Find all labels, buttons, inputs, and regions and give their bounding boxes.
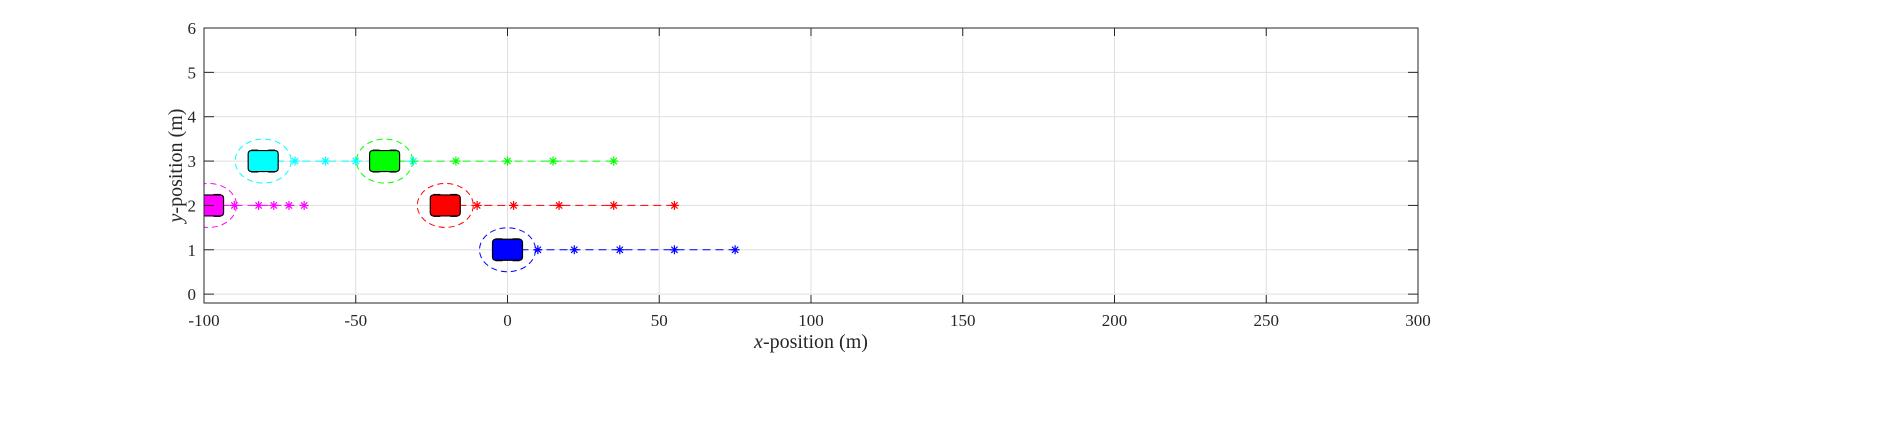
trajectory-point-green	[381, 156, 391, 166]
trajectory-point-red	[472, 200, 482, 210]
y-tick-label: 1	[188, 241, 197, 260]
x-tick-label: -100	[188, 311, 219, 330]
trajectory-point-blue	[569, 245, 579, 255]
trajectory-point-green	[503, 156, 512, 166]
vehicle-blue	[479, 227, 740, 273]
trajectory-point-green	[609, 156, 619, 166]
trajectory-point-blue	[730, 245, 740, 255]
y-tick-label: 4	[188, 108, 197, 127]
trajectory-point-red	[554, 200, 564, 210]
y-axis-label: y-position (m)	[165, 109, 187, 225]
x-tick-label: 300	[1405, 311, 1431, 330]
wheel	[197, 194, 204, 197]
safety-ellipse-green	[356, 138, 414, 184]
y-tick-label: 6	[188, 19, 197, 38]
trajectory-point-blue	[533, 245, 543, 255]
trajectory-point-blue	[615, 245, 625, 255]
trajectory-point-cyan	[351, 156, 361, 166]
x-tick-label: 100	[798, 311, 824, 330]
vehicle-body-blue	[491, 238, 524, 261]
y-tick-label: 2	[188, 196, 197, 215]
x-tick-label: 0	[503, 311, 512, 330]
x-tick-label: -50	[344, 311, 367, 330]
y-tick-label: 0	[188, 285, 197, 304]
y-tick-label: 3	[188, 152, 197, 171]
trajectory-point-cyan	[290, 156, 300, 166]
y-tick-label: 5	[188, 63, 197, 82]
data-layer	[197, 138, 740, 273]
vehicle-magenta	[197, 182, 309, 228]
trajectory-point-red	[669, 200, 679, 210]
trajectory-point-magenta	[229, 200, 239, 210]
vehicle-cyan	[234, 138, 418, 184]
trajectory-point-magenta	[269, 200, 279, 210]
trajectory-point-blue	[669, 245, 679, 255]
vehicle-body-cyan	[247, 149, 279, 173]
x-axis-label: x-position (m)	[753, 331, 868, 353]
wheel	[197, 214, 204, 217]
trajectory-point-cyan	[320, 156, 330, 166]
grid-layer	[203, 27, 1419, 303]
x-tick-label: 200	[1102, 311, 1128, 330]
trajectory-point-red	[509, 200, 519, 210]
trajectory-point-red	[609, 200, 619, 210]
vehicle-green	[356, 138, 619, 184]
trajectory-point-green	[451, 156, 461, 166]
x-tick-label: 150	[950, 311, 976, 330]
trajectory-point-magenta	[254, 200, 264, 210]
x-tick-label: 250	[1254, 311, 1280, 330]
vehicle-red	[416, 182, 679, 228]
tick-layer: -100 -50 0 50 100 150 200 250 300 0 1 2 3 4 5 6	[188, 19, 1431, 330]
trajectory-point-magenta	[284, 200, 294, 210]
trajectory-point-magenta	[299, 200, 309, 210]
vehicle-body-red	[429, 194, 461, 217]
trajectory-point-green	[548, 156, 558, 166]
x-tick-label: 50	[651, 311, 668, 330]
